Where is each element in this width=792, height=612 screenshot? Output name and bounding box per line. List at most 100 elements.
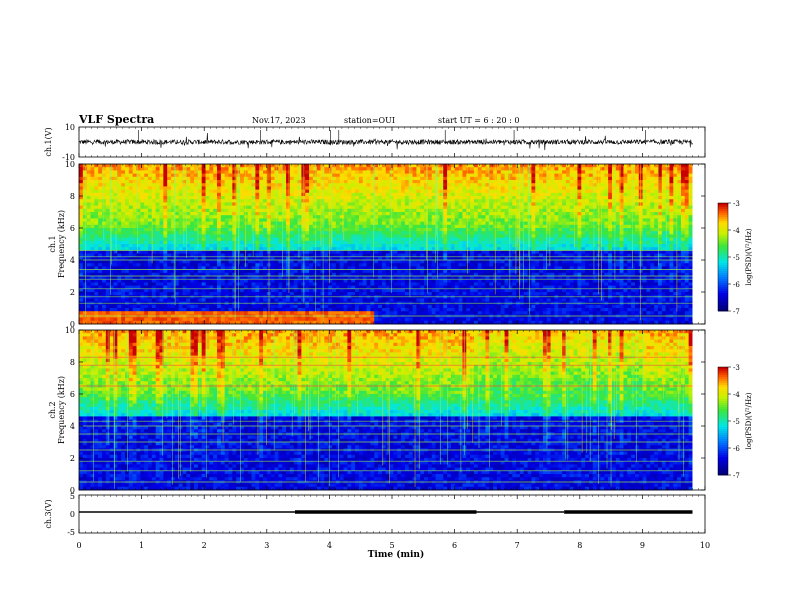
spectrogram-cell [186,202,191,206]
spectrogram-cell [312,292,318,296]
spectrogram-cell [86,196,91,200]
spectrogram-cell [205,282,210,286]
spectrogram-cell [255,170,260,174]
spectrogram-cell [105,167,111,171]
spectrogram-cell [427,199,433,203]
spectrogram-cell [404,317,410,322]
spectrogram-cell [197,279,203,283]
spectrogram-cell [136,311,141,315]
spectrogram-cell [358,221,364,226]
spectrogram-cell [213,170,218,174]
spectrogram-cell [117,256,122,261]
spectrogram-cell [343,224,348,229]
spectrogram-cell [174,221,180,226]
spectrogram-cell [274,282,279,286]
spectrogram-cell [121,237,126,242]
spectrogram-cell [408,292,413,296]
spectrogram-cell [197,199,203,203]
spectrogram-cell [217,263,222,267]
spectrogram-cell [190,288,195,293]
spectrogram-cell [105,276,111,280]
spectrogram-cell [217,317,222,322]
spectrogram-cell [335,176,341,181]
spectrogram-cell [82,215,88,219]
spectrogram-cell [435,279,440,283]
spectrogram-cell [404,173,410,178]
spectrogram-cell [79,311,84,315]
spectrogram-cell [86,180,91,184]
spectrogram-cell [94,183,99,187]
spectrogram-cell [125,212,130,216]
spectrogram-cell [163,205,168,210]
spectrogram-cell [270,253,275,258]
spectrogram-cell [243,196,249,200]
spectrogram-cell [94,231,99,235]
spectrogram-cell [324,285,329,290]
spectrogram-cell [224,260,229,264]
spectrogram-cell [240,228,245,232]
spectrogram-cell [289,237,295,242]
spectrogram-cell [155,282,160,286]
spectrogram-cell [312,279,318,283]
spectrogram-cell [427,189,433,194]
spectrogram-cell [151,212,157,216]
spectrogram-cell [286,173,291,178]
spectrogram-cell [370,282,375,286]
spectrogram-cell [194,189,199,194]
spectrogram-cell [312,231,318,235]
spectrogram-cell [94,180,99,184]
spectrogram-cell [301,320,306,325]
spectrogram-cell [355,176,360,181]
spectrogram-cell [401,228,406,232]
spectrogram-cell [408,176,413,181]
spectrogram-cell [98,272,103,277]
spectrogram-cell [389,304,394,309]
spectrogram-cell [443,288,448,293]
spectrogram-cell [82,253,88,258]
spectrogram-cell [454,192,459,197]
spectrogram-cell [282,205,287,210]
spectrogram-cell [420,253,425,258]
spectrogram-cell [370,192,375,197]
spectrogram-cell [385,234,390,238]
spectrogram-cell [144,202,149,206]
spectrogram-cell [324,196,329,200]
spectrogram-cell [378,288,383,293]
spectrogram-cell [220,199,226,203]
spectrogram-cell [232,202,237,206]
spectrogram-cell [263,250,268,254]
spectrogram-cell [128,170,134,174]
spectrogram-cell [194,202,199,206]
spectrogram-cell [404,266,410,270]
spectrogram-cell [328,256,333,261]
spectrogram-cell [420,196,425,200]
spectrogram-cell [366,237,371,242]
spectrogram-cell [121,189,126,194]
spectrogram-cell [174,234,180,238]
spectrogram-cell [255,199,260,203]
spectrogram-cell [228,317,233,322]
spectrogram-cell [190,276,195,280]
spectrogram-cell [217,208,222,213]
spectrogram-cell [378,260,383,264]
spectrogram-cell [125,292,130,296]
spectrogram-cell [366,276,371,280]
spectrogram-cell [401,180,406,184]
spectrogram-cell [439,199,444,203]
spectrogram-cell [427,269,433,274]
spectrogram-cell [332,196,337,200]
spectrogram-cell [132,266,137,270]
spectrogram-cell [289,253,295,258]
spectrogram-cell [105,176,111,181]
spectrogram-cell [236,266,241,270]
spectrogram-cell [443,215,448,219]
spectrogram-cell [163,276,168,280]
spectrogram-cell [178,183,183,187]
spectrogram-cell [140,320,145,325]
spectrogram-cell [79,244,84,248]
spectrogram-cell [136,240,141,245]
spectrogram-cell [232,170,237,174]
spectrogram-cell [94,260,99,264]
spectrogram-cell [282,317,287,322]
spectrogram-cell [263,260,268,264]
